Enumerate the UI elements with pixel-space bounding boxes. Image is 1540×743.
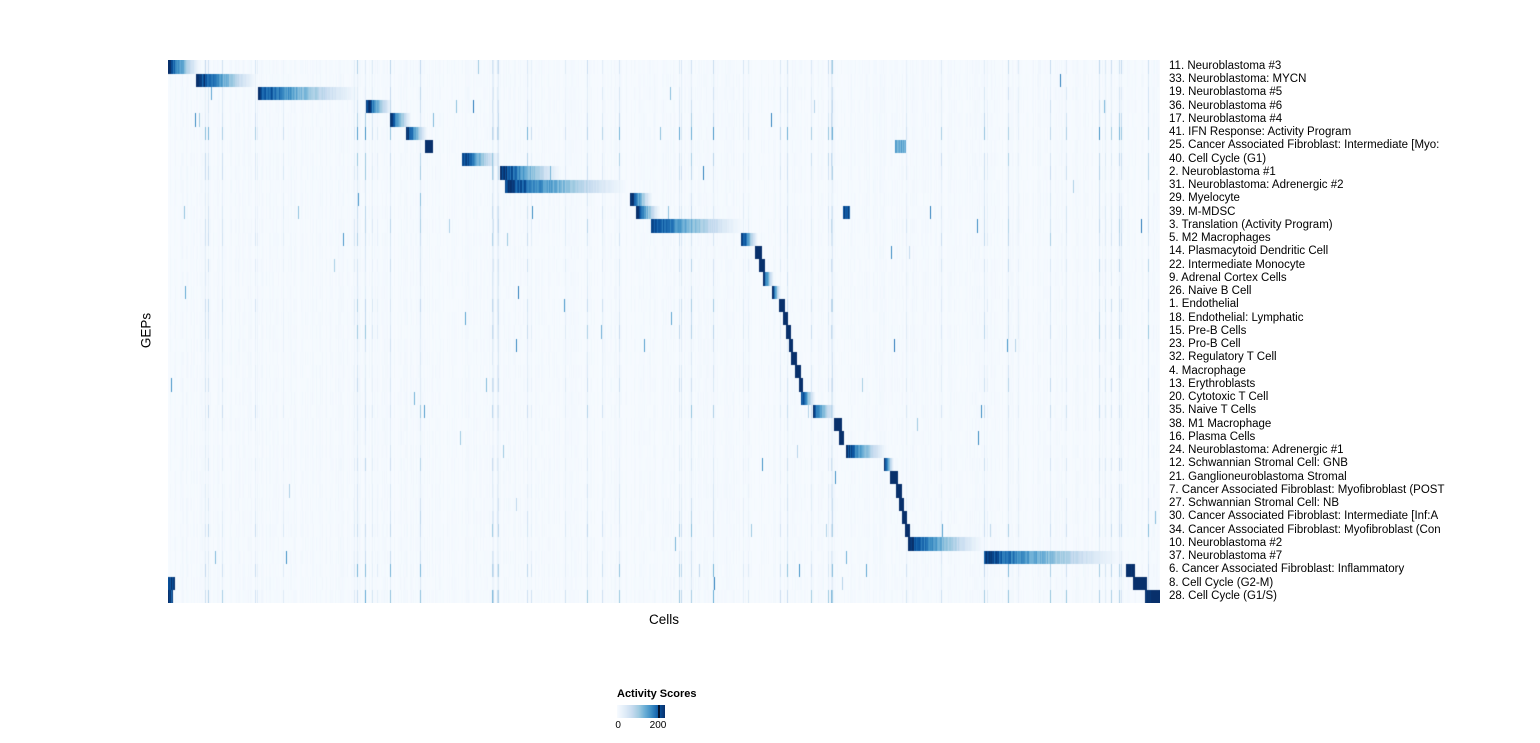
colorbar-max-tick <box>658 705 660 718</box>
row-label: 5. M2 Macrophages <box>1169 232 1271 245</box>
row-label: 36. Neuroblastoma #6 <box>1169 99 1283 112</box>
row-label: 9. Adrenal Cortex Cells <box>1169 271 1287 284</box>
row-label: 16. Plasma Cells <box>1169 430 1256 443</box>
row-label: 29. Myelocyte <box>1169 192 1240 205</box>
colorbar-tick-labels: 0 200 <box>615 720 667 733</box>
row-label: 27. Schwannian Stromal Cell: NB <box>1169 497 1340 510</box>
row-label: 40. Cell Cycle (G1) <box>1169 152 1267 165</box>
row-label: 23. Pro-B Cell <box>1169 338 1241 351</box>
row-label: 6. Cancer Associated Fibroblast: Inflamm… <box>1169 563 1405 576</box>
row-label: 24. Neuroblastoma: Adrenergic #1 <box>1169 444 1344 457</box>
row-label: 12. Schwannian Stromal Cell: GNB <box>1169 457 1348 470</box>
row-label: 8. Cell Cycle (G2-M) <box>1169 576 1274 589</box>
row-label: 35. Naive T Cells <box>1169 404 1257 417</box>
row-label: 20. Cytotoxic T Cell <box>1169 391 1269 404</box>
row-label: 7. Cancer Associated Fibroblast: Myofibr… <box>1169 483 1445 496</box>
row-label: 26. Naive B Cell <box>1169 285 1252 298</box>
row-label: 21. Ganglioneuroblastoma Stromal <box>1169 470 1347 483</box>
row-label: 32. Regulatory T Cell <box>1169 351 1277 364</box>
row-label: 39. M-MDSC <box>1169 205 1236 218</box>
heatmap-canvas <box>168 60 1160 603</box>
row-label: 41. IFN Response: Activity Program <box>1169 126 1352 139</box>
row-label: 38. M1 Macrophage <box>1169 417 1272 430</box>
row-label: 22. Intermediate Monocyte <box>1169 258 1306 271</box>
row-label: 37. Neuroblastoma #7 <box>1169 550 1283 563</box>
row-label: 14. Plasmacytoid Dendritic Cell <box>1169 245 1329 258</box>
row-label: 2. Neuroblastoma #1 <box>1169 165 1276 178</box>
row-label: 15. Pre-B Cells <box>1169 324 1247 337</box>
colorbar-tick-200: 200 <box>649 720 667 731</box>
colorbar-tick-0: 0 <box>615 720 621 731</box>
row-label: 4. Macrophage <box>1169 364 1246 377</box>
row-labels: 11. Neuroblastoma #3 33. Neuroblastoma: M… <box>1164 60 1540 603</box>
row-label: 13. Erythroblasts <box>1169 377 1256 390</box>
colorbar-title: Activity Scores <box>617 688 697 700</box>
row-label: 11. Neuroblastoma #3 <box>1169 59 1282 72</box>
colorbar-gradient <box>617 705 665 718</box>
row-label: 1. Endothelial <box>1169 298 1239 311</box>
row-label: 17. Neuroblastoma #4 <box>1169 112 1283 125</box>
row-label: 31. Neuroblastoma: Adrenergic #2 <box>1169 179 1344 192</box>
row-label: 33. Neuroblastoma: MYCN <box>1169 73 1307 86</box>
y-axis-label: GEPs <box>138 312 154 349</box>
x-axis-label: Cells <box>648 612 679 627</box>
row-label: 28. Cell Cycle (G1/S) <box>1169 589 1278 602</box>
row-label: 30. Cancer Associated Fibroblast: Interm… <box>1169 510 1439 523</box>
row-label: 19. Neuroblastoma #5 <box>1169 86 1283 99</box>
colorbar-legend: Activity Scores 0 200 <box>615 688 737 733</box>
row-label: 3. Translation (Activity Program) <box>1169 218 1333 231</box>
row-label: 25. Cancer Associated Fibroblast: Interm… <box>1169 139 1440 152</box>
row-label: 10. Neuroblastoma #2 <box>1169 536 1283 549</box>
row-label: 34. Cancer Associated Fibroblast: Myofib… <box>1169 523 1441 536</box>
row-label: 18. Endothelial: Lymphatic <box>1169 311 1304 324</box>
